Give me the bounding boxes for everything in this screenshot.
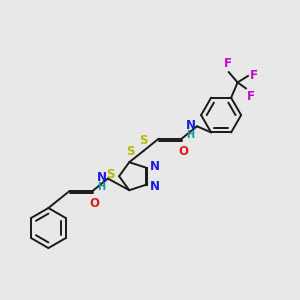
Text: F: F xyxy=(247,90,255,103)
Text: S: S xyxy=(127,145,135,158)
Text: N: N xyxy=(150,160,160,173)
Text: S: S xyxy=(139,134,148,147)
Text: N: N xyxy=(185,119,196,132)
Text: O: O xyxy=(178,145,188,158)
Text: N: N xyxy=(150,179,160,193)
Text: F: F xyxy=(224,57,232,70)
Text: N: N xyxy=(96,172,106,184)
Text: F: F xyxy=(250,69,258,82)
Text: O: O xyxy=(89,197,99,210)
Text: H: H xyxy=(186,130,195,140)
Text: H: H xyxy=(98,182,106,192)
Text: S: S xyxy=(106,168,115,181)
